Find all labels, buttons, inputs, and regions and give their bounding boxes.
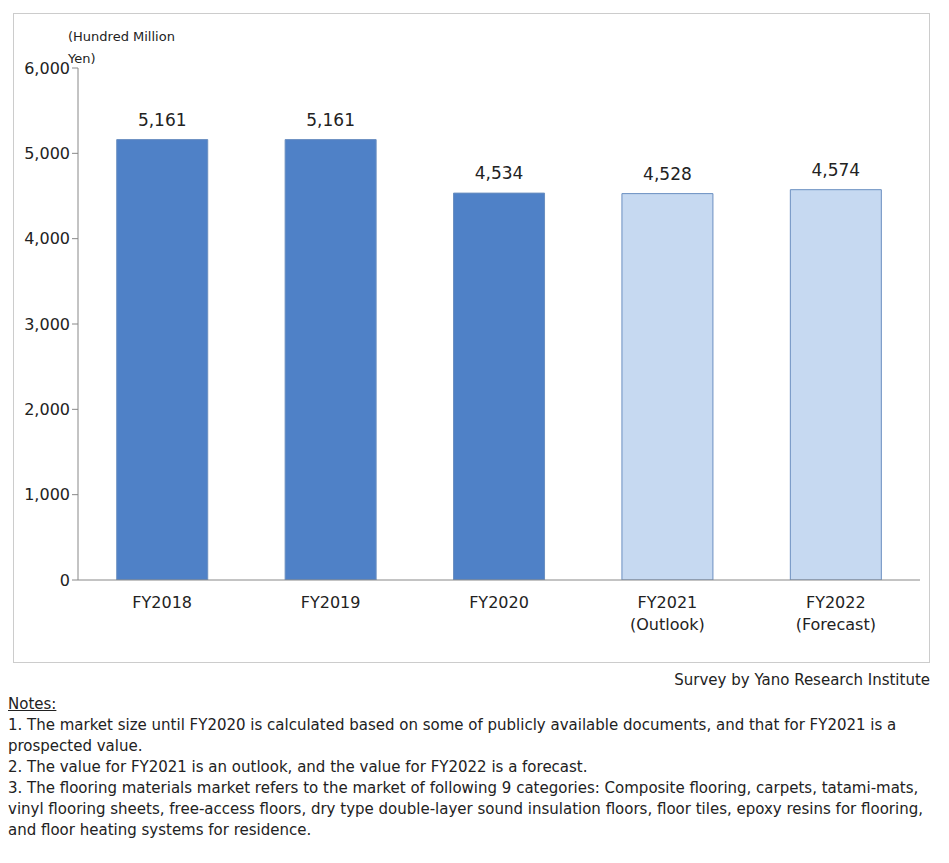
html-text:Notes:: Notes: xyxy=(8,695,57,713)
svg-text:4,000: 4,000 xyxy=(24,229,70,248)
html-text:(Hundred Million Yen): (Hundred Million Yen) xyxy=(68,29,175,66)
svg-text:3,000: 3,000 xyxy=(24,315,70,334)
html-text:3. The flooring materials mark: 3. The flooring materials market refers … xyxy=(8,779,923,839)
svg-text:4,528: 4,528 xyxy=(643,164,692,184)
svg-text:2,000: 2,000 xyxy=(24,400,70,419)
html-text:1. The market size until FY202: 1. The market size until FY2020 is calcu… xyxy=(8,716,897,755)
svg-text:FY2021(Outlook): FY2021(Outlook) xyxy=(630,593,705,634)
svg-text:0: 0 xyxy=(60,571,70,590)
svg-text:4,574: 4,574 xyxy=(811,160,860,180)
html-text:2. The value for FY2021 is an: 2. The value for FY2021 is an outlook, a… xyxy=(8,758,588,776)
svg-text:FY2020: FY2020 xyxy=(469,593,529,612)
svg-text:FY2022(Forecast): FY2022(Forecast) xyxy=(796,593,876,634)
html-text:Survey by Yano Research Instit: Survey by Yano Research Institute xyxy=(674,671,930,689)
svg-text:5,161: 5,161 xyxy=(138,110,187,130)
svg-text:FY2019: FY2019 xyxy=(301,593,361,612)
svg-text:6,000: 6,000 xyxy=(24,59,70,78)
svg-text:5,000: 5,000 xyxy=(24,144,70,163)
svg-text:5,161: 5,161 xyxy=(306,110,355,130)
svg-text:FY2018: FY2018 xyxy=(132,593,192,612)
svg-text:4,534: 4,534 xyxy=(475,163,524,183)
svg-text:1,000: 1,000 xyxy=(24,485,70,504)
